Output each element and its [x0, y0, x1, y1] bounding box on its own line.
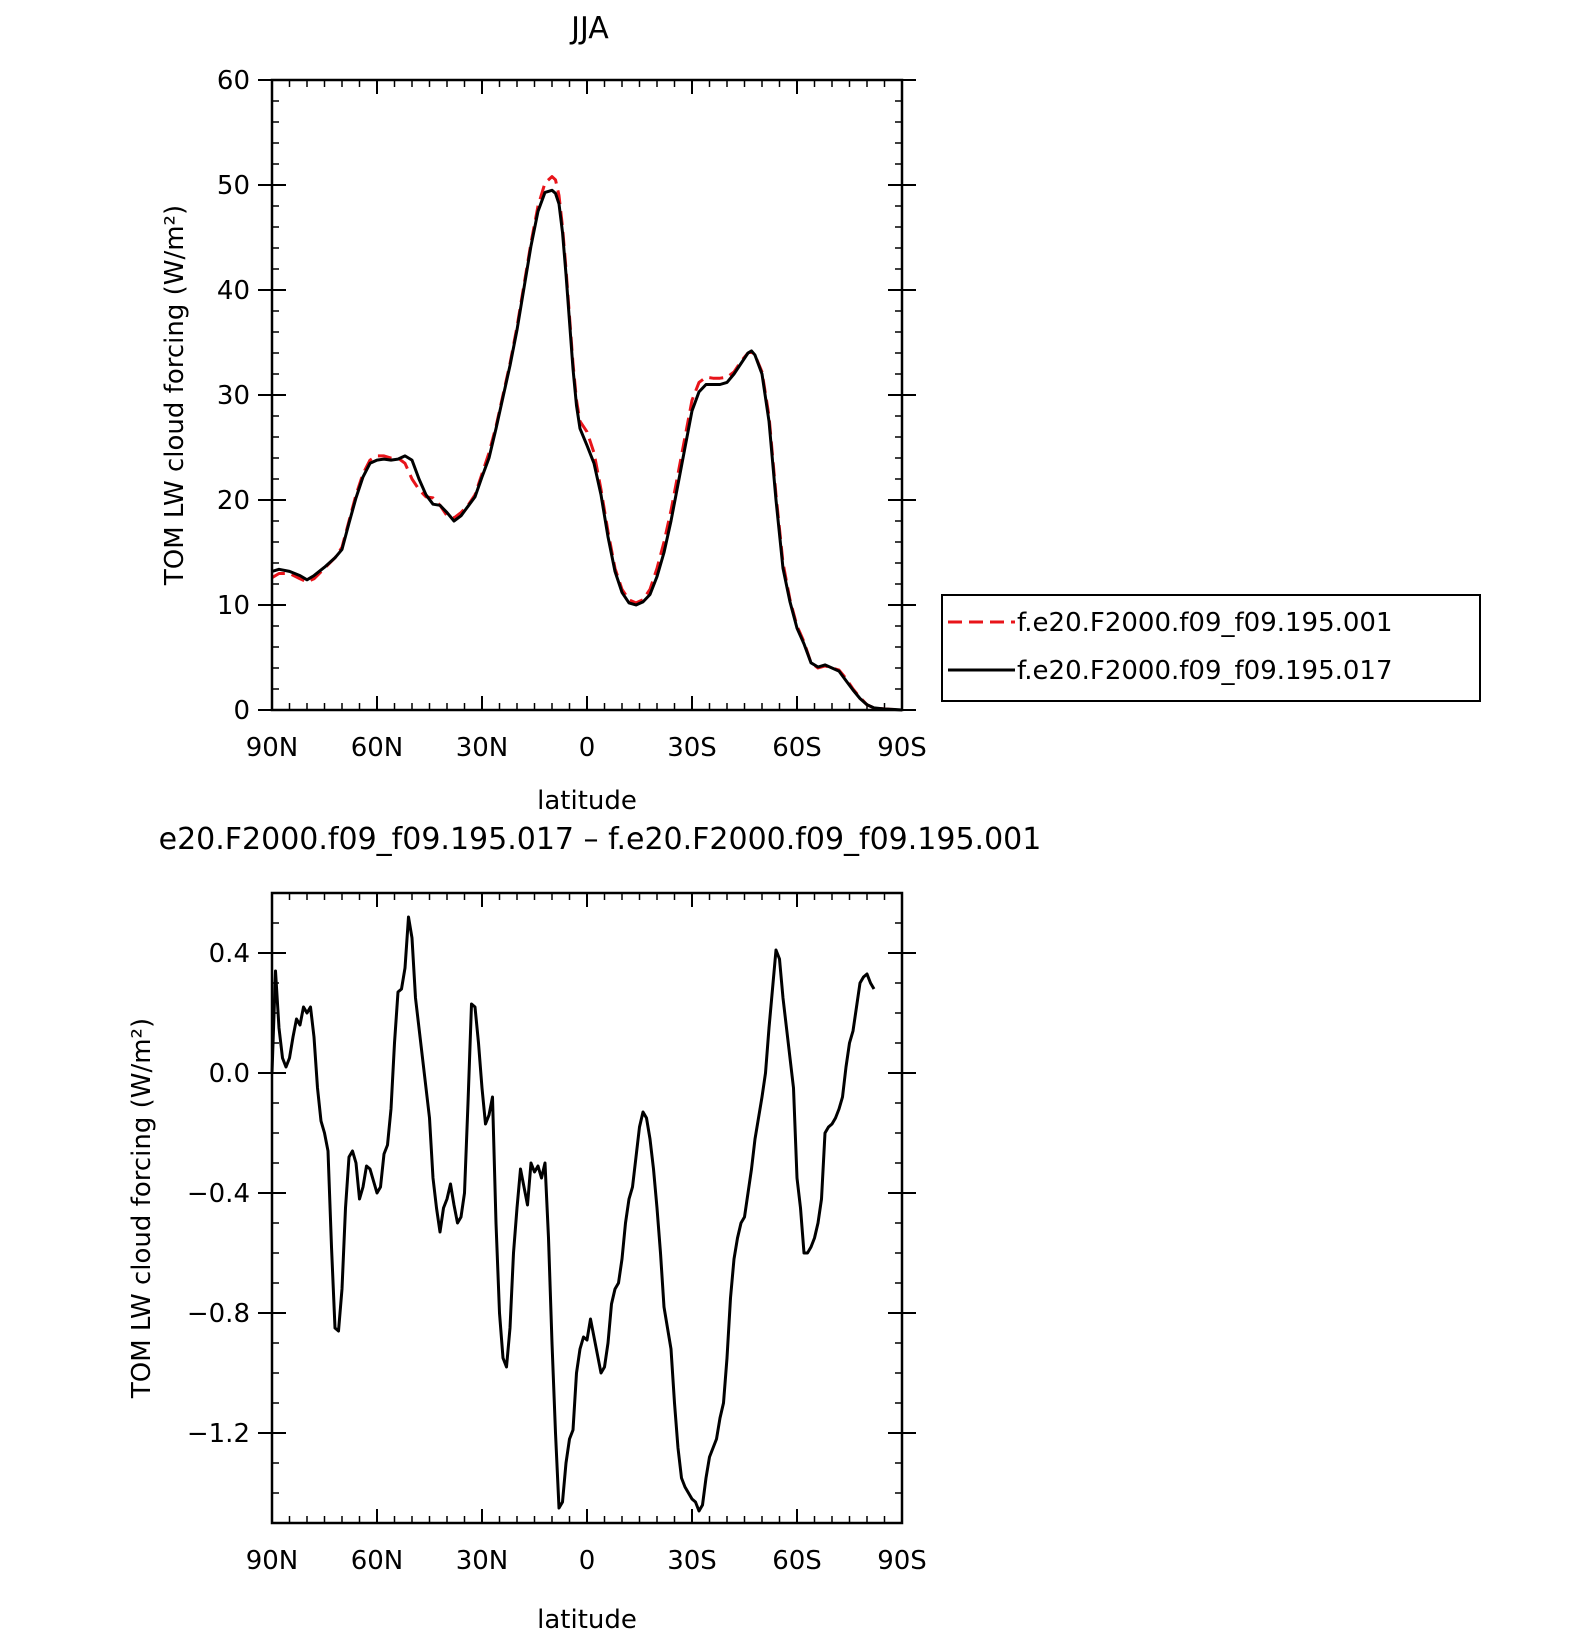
y-tick-label: 60 — [217, 66, 250, 96]
y-tick-label: 0 — [233, 696, 250, 726]
x-tick-label: 60S — [772, 1546, 822, 1576]
x-tick-label: 90N — [246, 1546, 299, 1576]
y-tick-label: 20 — [217, 486, 250, 516]
y-tick-label: −1.2 — [187, 1419, 250, 1449]
top-series-line-2 — [271, 188, 903, 712]
top-x-axis-label: latitude — [537, 786, 637, 816]
top-plot-title: JJA — [569, 11, 609, 46]
y-tick-label: 0.4 — [209, 939, 250, 969]
x-tick-label: 0 — [579, 733, 596, 763]
x-tick-label: 30S — [667, 733, 717, 763]
bottom-x-axis-label: latitude — [537, 1605, 637, 1635]
bottom-plot-title: e20.F2000.f09_f09.195.017 – f.e20.F2000.… — [159, 822, 1042, 857]
x-tick-label: 30N — [456, 1546, 509, 1576]
y-tick-label: 30 — [217, 381, 250, 411]
y-tick-label: −0.4 — [187, 1179, 250, 1209]
bottom-y-axis-label: TOM LW cloud forcing (W/m²) — [127, 1018, 157, 1399]
x-tick-label: 30N — [456, 733, 509, 763]
bottom-plot-frame — [270, 891, 904, 1525]
y-tick-label: 50 — [217, 171, 250, 201]
y-tick-label: −0.8 — [187, 1299, 250, 1329]
legend-label-001: f.e20.F2000.f09_f09.195.001 — [1017, 608, 1393, 638]
x-tick-label: 90S — [877, 733, 927, 763]
x-tick-label: 90N — [246, 733, 299, 763]
x-tick-label: 60S — [772, 733, 822, 763]
x-tick-label: 60N — [351, 733, 404, 763]
legend-label-017: f.e20.F2000.f09_f09.195.017 — [1017, 656, 1393, 686]
top-plot: JJA 90N 60N 30N 0 30S 60S 90S 0 10 20 30 40 50 60 lat… — [160, 11, 927, 816]
y-tick-label: 0.0 — [209, 1059, 250, 1089]
x-tick-label: 0 — [579, 1546, 596, 1576]
x-tick-label: 90S — [877, 1546, 927, 1576]
x-tick-label: 60N — [351, 1546, 404, 1576]
bottom-plot: e20.F2000.f09_f09.195.017 – f.e20.F2000.… — [127, 822, 1041, 1635]
legend: f.e20.F2000.f09_f09.195.001 f.e20.F2000.… — [941, 594, 1481, 702]
y-tick-label: 10 — [217, 591, 250, 621]
x-tick-label: 30S — [667, 1546, 717, 1576]
top-y-axis-label: TOM LW cloud forcing (W/m²) — [160, 205, 190, 586]
bottom-series-line-1 — [270, 915, 876, 1513]
y-tick-label: 40 — [217, 276, 250, 306]
top-plot-frame — [270, 78, 904, 712]
legend-box — [941, 594, 1481, 702]
